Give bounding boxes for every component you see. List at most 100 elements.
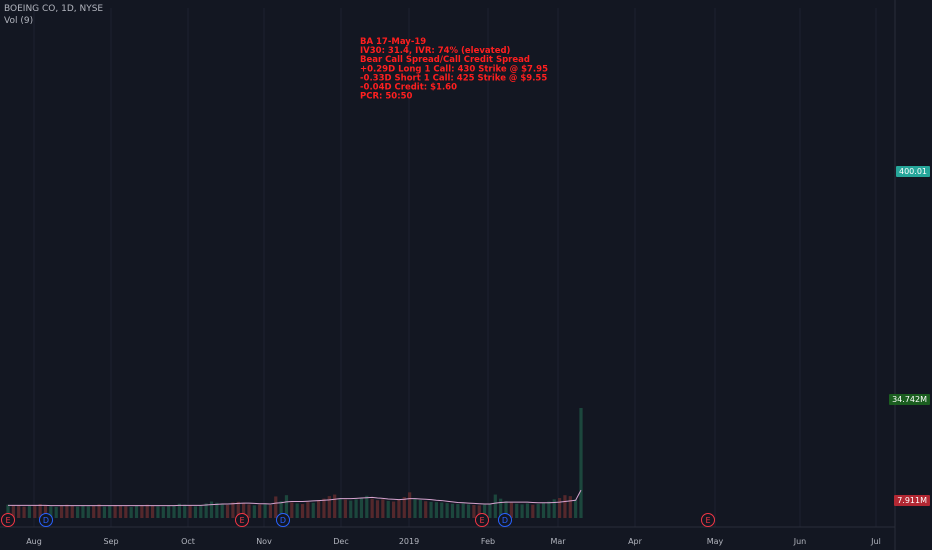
volume-bar xyxy=(225,505,230,518)
volume-bar xyxy=(134,505,139,518)
volume-bar xyxy=(472,505,476,518)
volume-bar xyxy=(102,506,106,518)
volume-bar xyxy=(38,504,42,518)
volume-bar xyxy=(547,501,551,518)
volume-bar xyxy=(386,500,390,518)
volume-bar xyxy=(274,496,278,518)
volume-bar xyxy=(76,506,80,518)
x-tick-label: Jun xyxy=(793,537,807,546)
volume-bar xyxy=(263,503,267,518)
volume-bar xyxy=(402,497,406,518)
volume-bar xyxy=(22,506,26,518)
volume-bar xyxy=(86,506,90,518)
event-marker xyxy=(1,513,15,527)
volume-bar xyxy=(456,504,460,518)
volume-bar xyxy=(397,499,401,518)
x-tick-label: Sep xyxy=(103,537,118,546)
symbol-title[interactable]: BOEING CO, 1D, NYSE xyxy=(4,4,104,14)
volume-bar xyxy=(199,505,203,518)
event-marker-label: E xyxy=(239,516,244,525)
volume-bar xyxy=(413,498,417,518)
volume-bar xyxy=(574,499,578,518)
volume-bar xyxy=(129,506,133,518)
x-tick-label: Feb xyxy=(481,537,495,546)
volume-bar xyxy=(531,504,535,518)
annotation-line: PCR: 50:50 xyxy=(360,92,413,102)
volume-bar xyxy=(295,503,299,518)
volume-bar xyxy=(316,500,321,518)
event-marker-label: E xyxy=(479,516,484,525)
volume-bar xyxy=(150,505,155,518)
volume-bar xyxy=(284,495,289,518)
volume-bar xyxy=(54,506,58,518)
volume-bar xyxy=(552,499,556,518)
volume-bar xyxy=(70,505,74,518)
volume-bar xyxy=(557,498,562,518)
annotation-line: -0.04D Credit: $1.60 xyxy=(360,83,457,93)
volume-ma-line xyxy=(8,489,582,507)
x-tick-label: Oct xyxy=(181,537,195,546)
volume-bar xyxy=(258,504,262,518)
event-marker xyxy=(475,513,489,527)
volume-bar xyxy=(92,505,96,518)
volume-bar xyxy=(477,505,481,518)
event-marker-label: D xyxy=(502,516,508,525)
event-marker-label: D xyxy=(43,516,49,525)
volume-bar xyxy=(300,504,305,518)
annotation-line: BA 17-May-19 xyxy=(360,37,426,47)
volume-bar xyxy=(6,504,10,518)
annotation-line: +0.29D Long 1 Call: 430 Strike @ $7.95 xyxy=(360,64,548,74)
x-tick-label: Jul xyxy=(870,537,881,546)
volume-bar xyxy=(231,502,235,518)
x-tick-label: Mar xyxy=(550,537,566,546)
volume-bar xyxy=(236,501,240,518)
annotation-line: -0.33D Short 1 Call: 425 Strike @ $9.55 xyxy=(360,73,547,83)
volume-tag: 7.911M xyxy=(894,495,930,506)
volume-bar xyxy=(499,498,503,518)
event-marker-label: E xyxy=(5,516,10,525)
volume-bar xyxy=(370,498,374,518)
volume-bar xyxy=(204,503,208,518)
volume-bar xyxy=(220,504,224,518)
volume-bar xyxy=(354,499,358,518)
volume-bar xyxy=(338,498,342,518)
volume-bar xyxy=(509,502,513,518)
volume-bar xyxy=(424,501,428,518)
volume-bar xyxy=(381,499,385,518)
volume-bar xyxy=(365,495,369,518)
volume-bar xyxy=(579,408,583,518)
volume-bar xyxy=(97,504,101,518)
volume-bar xyxy=(359,498,364,518)
volume-bar xyxy=(515,503,519,518)
x-tick-label: Aug xyxy=(26,537,42,546)
volume-bar xyxy=(124,506,128,518)
volume-bar xyxy=(242,503,246,518)
volume-bar xyxy=(322,498,326,518)
volume-indicator-title[interactable]: Vol (9) xyxy=(4,16,34,26)
volume-bar xyxy=(156,506,160,518)
event-marker xyxy=(276,513,290,527)
x-tick-label: 2019 xyxy=(399,537,419,546)
volume-bar xyxy=(408,492,412,518)
volume-bar xyxy=(483,504,487,518)
volume-bar xyxy=(161,506,165,518)
volume-bar xyxy=(333,494,337,518)
volume-bar xyxy=(429,501,433,518)
volume-bar xyxy=(11,505,15,518)
volume-bar xyxy=(33,505,37,518)
volume-bar xyxy=(493,494,497,518)
volume-bar xyxy=(327,496,331,518)
volume-bar xyxy=(17,505,21,518)
volume-ma-tag: 34.742M xyxy=(889,394,930,405)
volume-bar xyxy=(145,504,149,518)
x-tick-label: Dec xyxy=(333,537,348,546)
volume-bar xyxy=(59,505,64,518)
volume-bar xyxy=(193,506,198,518)
volume-bar xyxy=(568,496,572,518)
volume-bar xyxy=(167,505,171,518)
volume-bar xyxy=(140,505,144,518)
